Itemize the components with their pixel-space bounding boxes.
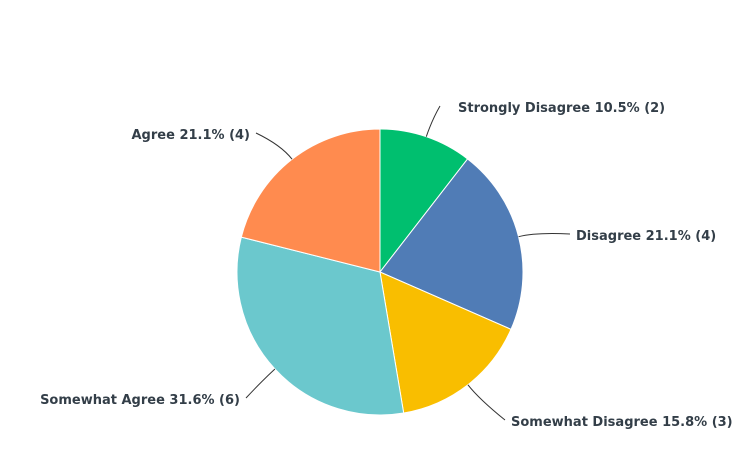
data-label: Strongly Disagree 10.5% (2) — [458, 101, 665, 116]
data-label: Agree 21.1% (4) — [132, 128, 251, 143]
leader-line — [518, 233, 571, 238]
leader-line — [245, 368, 276, 399]
leader-line — [425, 105, 441, 137]
data-label: Somewhat Agree 31.6% (6) — [40, 393, 240, 408]
pie-slice-agree — [240, 128, 381, 273]
pie-slice-disagree — [379, 158, 524, 331]
leader-line — [255, 132, 293, 160]
pie-slice-somewhat-disagree — [379, 271, 512, 414]
pie-slice-somewhat-agree — [236, 236, 405, 416]
pie-slice-strongly-disagree — [379, 128, 469, 274]
data-label: Somewhat Disagree 15.8% (3) — [511, 415, 733, 430]
leader-line — [467, 384, 506, 421]
data-label: Disagree 21.1% (4) — [576, 229, 716, 244]
